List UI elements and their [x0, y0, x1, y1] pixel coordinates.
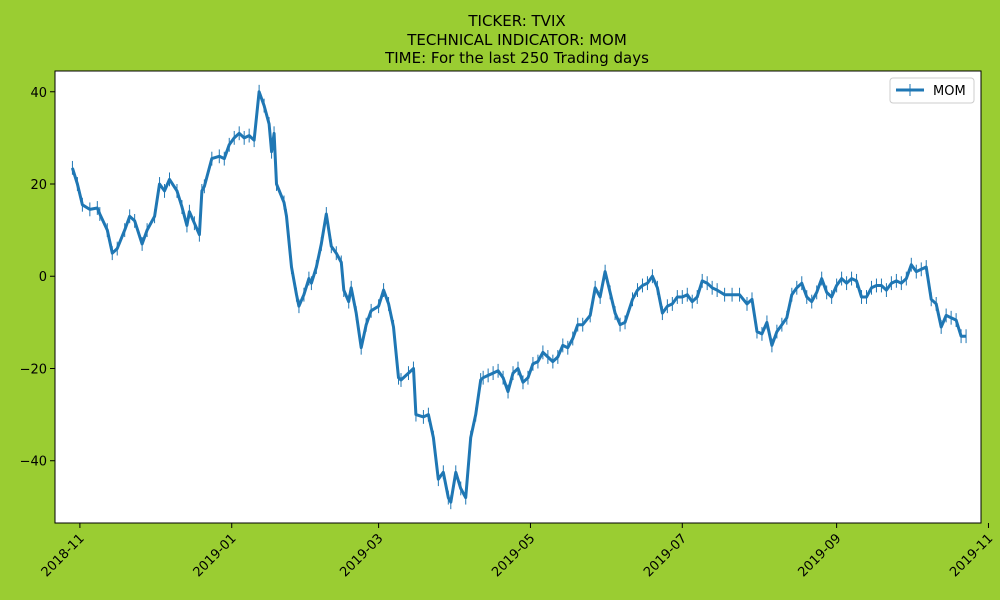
chart-title-line-2: TECHNICAL INDICATOR: MOM	[406, 31, 627, 49]
y-tick-label: 20	[30, 178, 47, 193]
y-axis: 40 20 0 −20 −40	[20, 86, 55, 470]
x-tick-label: 2019-09	[795, 531, 844, 580]
series-line-mom	[70, 90, 967, 504]
legend-box	[889, 77, 975, 104]
x-tick-label: 2019-07	[641, 531, 690, 580]
x-tick-label: 2019-11	[947, 531, 996, 580]
chart-title-line-1: TICKER: TVIX	[467, 12, 565, 30]
y-tick-label: 40	[30, 86, 47, 101]
x-tick-label: 2019-05	[489, 531, 538, 580]
y-tick-label: −40	[20, 455, 47, 470]
legend-label-mom: MOM	[933, 84, 966, 99]
x-axis: 2018-11 2019-01 2019-03 2019-05 2019-07 2019-…	[39, 523, 996, 580]
series-mom	[70, 84, 967, 510]
y-tick-label: −20	[20, 362, 47, 377]
legend: MOM	[889, 77, 975, 104]
x-tick-label: 2018-11	[39, 531, 88, 580]
plot-area	[54, 70, 982, 524]
chart-title-line-3: TIME: For the last 250 Trading days	[384, 49, 649, 67]
y-tick-label: 0	[39, 270, 47, 285]
x-tick-label: 2019-03	[337, 531, 386, 580]
x-tick-label: 2019-01	[191, 531, 240, 580]
